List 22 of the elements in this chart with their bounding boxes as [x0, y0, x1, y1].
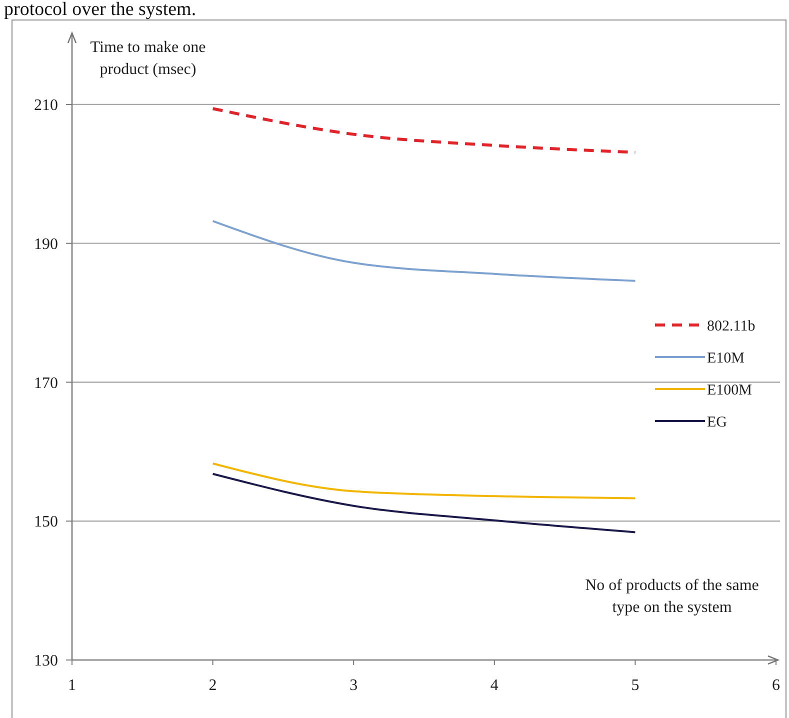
text: protocol over the system. — [4, 0, 196, 20]
y-tick-label: 130 — [34, 652, 58, 670]
line-series — [212, 220, 636, 282]
legend-label: 802.11b — [707, 318, 756, 334]
line-series — [212, 462, 636, 500]
x-tick-label: 3 — [350, 677, 358, 694]
line-series — [212, 472, 636, 534]
x-tick-label: 4 — [490, 677, 498, 694]
x-tick-label: 6 — [772, 677, 780, 694]
y-axis-title: Time to make one product (msec) — [90, 39, 206, 78]
y-tick-label: 170 — [34, 374, 58, 392]
legend-label: EG — [707, 414, 728, 430]
line-series — [211, 107, 637, 154]
x-tick-label: 2 — [208, 677, 217, 694]
legend-label: E100M — [707, 382, 752, 398]
x-tick-label: 1 — [68, 677, 76, 694]
x-axis-title: No of products of the same type on the system — [585, 577, 759, 616]
y-tick-label: 190 — [34, 236, 58, 253]
x-tick-label: 5 — [631, 677, 640, 694]
y-tick-label: 150 — [34, 514, 58, 531]
y-tick-label: 210 — [34, 97, 58, 114]
legend-label: E10M — [707, 350, 744, 366]
